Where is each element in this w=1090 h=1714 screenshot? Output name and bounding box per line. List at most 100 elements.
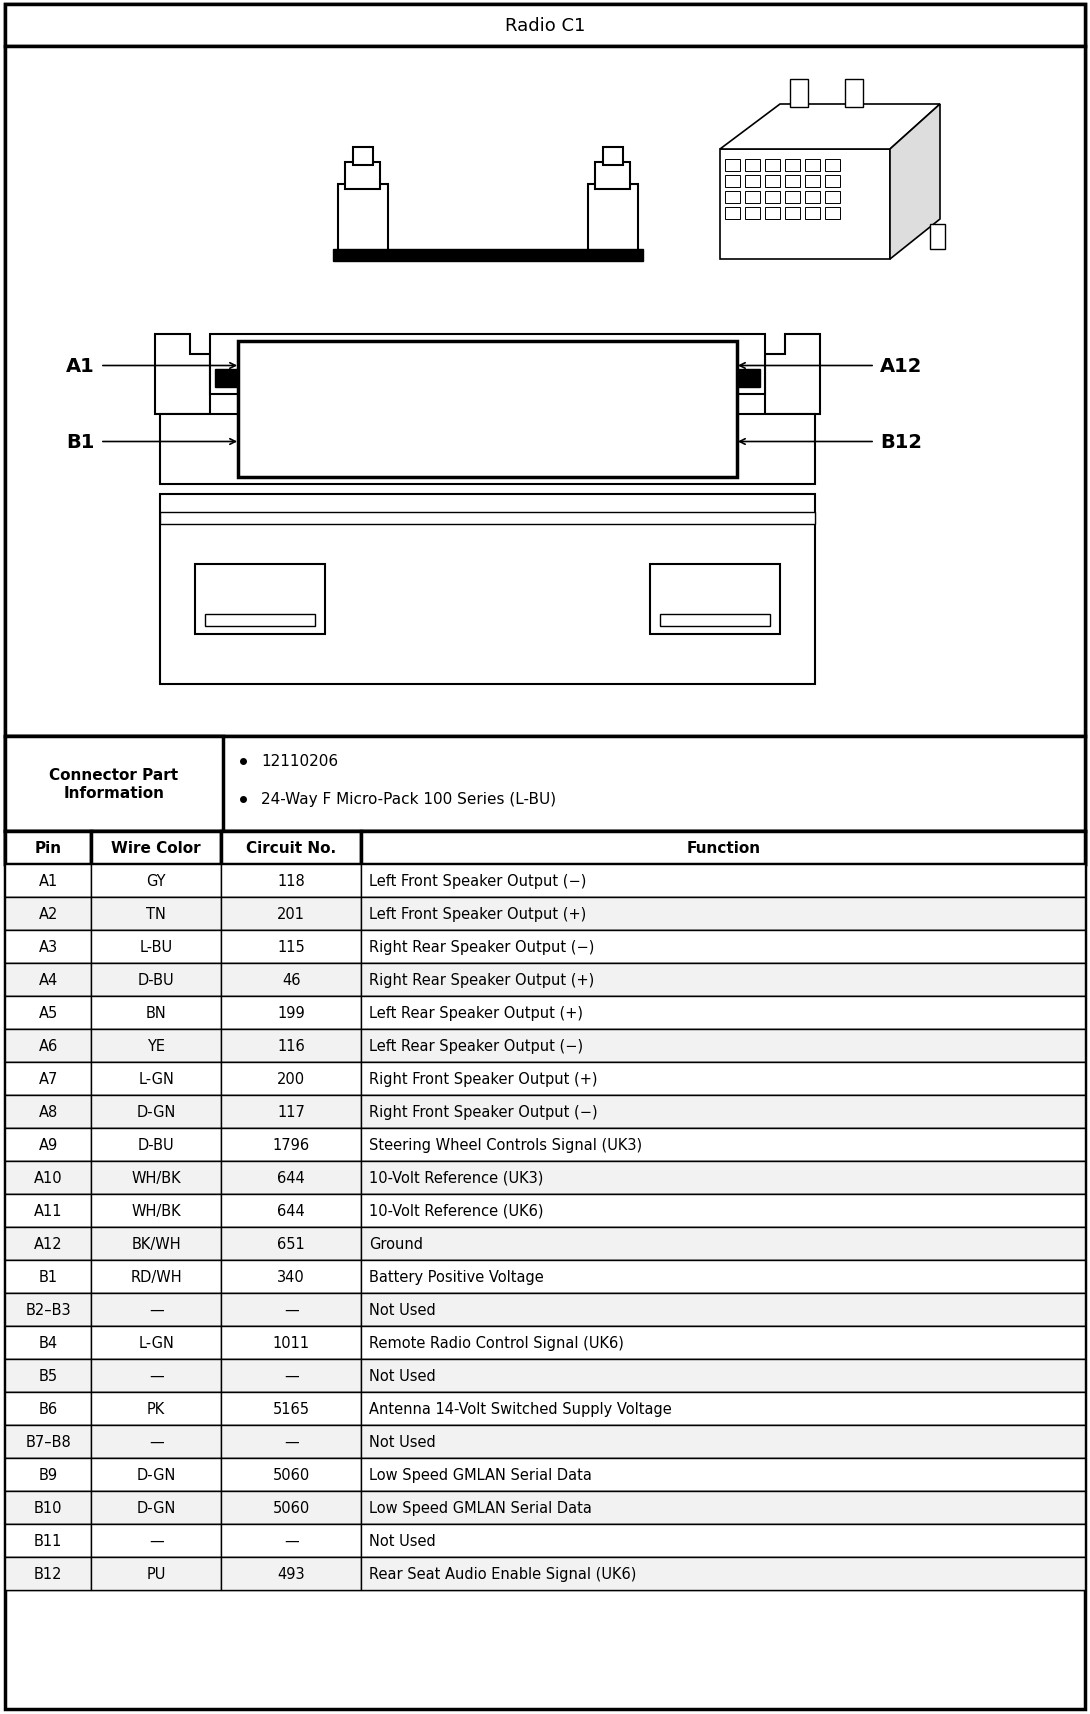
- Text: BK/WH: BK/WH: [132, 1236, 181, 1251]
- Text: —: —: [283, 1532, 299, 1548]
- Bar: [238, 341, 737, 478]
- Bar: [221, 1459, 362, 1491]
- Bar: [362, 1327, 1085, 1359]
- Bar: [221, 963, 362, 996]
- Bar: [5, 1260, 92, 1294]
- Bar: [5, 1195, 1085, 1227]
- Text: A8: A8: [38, 1104, 58, 1119]
- Text: YE: YE: [147, 1039, 166, 1054]
- Text: D-BU: D-BU: [138, 972, 174, 987]
- Bar: [5, 1327, 1085, 1359]
- Bar: [806, 192, 820, 204]
- Text: B1: B1: [38, 1270, 58, 1284]
- Bar: [5, 1392, 92, 1424]
- Bar: [5, 831, 92, 864]
- Text: D-GN: D-GN: [136, 1467, 175, 1483]
- Bar: [5, 1162, 92, 1195]
- Bar: [825, 192, 840, 204]
- Bar: [5, 1359, 92, 1392]
- Bar: [92, 864, 221, 898]
- Bar: [362, 1095, 1085, 1128]
- Text: A3: A3: [38, 939, 58, 955]
- Bar: [570, 350, 605, 405]
- Text: Ground: Ground: [370, 1236, 423, 1251]
- Bar: [5, 1359, 1085, 1392]
- Text: B7–B8: B7–B8: [25, 1435, 71, 1448]
- Bar: [362, 1491, 1085, 1524]
- Bar: [5, 1424, 92, 1459]
- Bar: [5, 5, 1085, 46]
- Bar: [806, 159, 820, 171]
- Bar: [362, 1294, 1085, 1327]
- Bar: [221, 931, 362, 963]
- Bar: [221, 1392, 362, 1424]
- Bar: [250, 415, 284, 470]
- Polygon shape: [891, 105, 940, 261]
- Bar: [92, 1227, 221, 1260]
- Bar: [5, 737, 223, 831]
- Bar: [610, 415, 645, 470]
- Bar: [92, 963, 221, 996]
- Text: 493: 493: [277, 1567, 305, 1580]
- Bar: [725, 177, 740, 189]
- Bar: [362, 931, 1085, 963]
- Bar: [725, 207, 740, 219]
- Text: 5060: 5060: [272, 1500, 310, 1515]
- Bar: [5, 831, 1085, 864]
- Bar: [205, 615, 315, 627]
- Bar: [5, 1459, 92, 1491]
- Bar: [5, 1195, 92, 1227]
- Bar: [370, 415, 405, 470]
- Bar: [825, 177, 840, 189]
- Bar: [332, 250, 642, 262]
- Bar: [588, 185, 638, 261]
- Bar: [5, 931, 92, 963]
- Bar: [92, 1359, 221, 1392]
- Bar: [221, 1491, 362, 1524]
- Text: —: —: [149, 1368, 164, 1383]
- Bar: [5, 1260, 1085, 1294]
- Bar: [221, 1424, 362, 1459]
- Text: —: —: [149, 1435, 164, 1448]
- Text: Function: Function: [686, 840, 760, 855]
- Bar: [92, 1128, 221, 1162]
- Text: Steering Wheel Controls Signal (UK3): Steering Wheel Controls Signal (UK3): [370, 1138, 642, 1152]
- Bar: [690, 415, 725, 470]
- Text: Antenna 14-Volt Switched Supply Voltage: Antenna 14-Volt Switched Supply Voltage: [370, 1400, 673, 1416]
- Text: A7: A7: [38, 1071, 58, 1087]
- Bar: [290, 350, 325, 405]
- Bar: [92, 1260, 221, 1294]
- Bar: [450, 415, 485, 470]
- Bar: [92, 1063, 221, 1095]
- Bar: [5, 931, 1085, 963]
- Bar: [221, 864, 362, 898]
- Bar: [362, 1556, 1085, 1591]
- Bar: [490, 415, 525, 470]
- Bar: [221, 1063, 362, 1095]
- Text: Not Used: Not Used: [370, 1303, 436, 1318]
- Polygon shape: [794, 70, 815, 87]
- Bar: [362, 1063, 1085, 1095]
- Bar: [765, 159, 780, 171]
- Text: 10-Volt Reference (UK6): 10-Volt Reference (UK6): [370, 1203, 544, 1219]
- Text: WH/BK: WH/BK: [132, 1203, 181, 1219]
- Bar: [5, 1030, 1085, 1063]
- Bar: [490, 350, 525, 405]
- Bar: [725, 192, 740, 204]
- Text: A1: A1: [38, 874, 58, 888]
- Bar: [195, 564, 325, 634]
- Bar: [5, 864, 92, 898]
- Text: A4: A4: [38, 972, 58, 987]
- Bar: [725, 159, 740, 171]
- Bar: [5, 737, 1085, 831]
- Bar: [5, 1556, 1085, 1591]
- Bar: [362, 1524, 1085, 1556]
- Polygon shape: [765, 334, 820, 415]
- Bar: [92, 931, 221, 963]
- Text: 340: 340: [277, 1270, 305, 1284]
- Text: Remote Radio Control Signal (UK6): Remote Radio Control Signal (UK6): [370, 1335, 625, 1351]
- Text: 644: 644: [277, 1203, 305, 1219]
- Text: Left Rear Speaker Output (+): Left Rear Speaker Output (+): [370, 1006, 583, 1020]
- Bar: [221, 1030, 362, 1063]
- Bar: [530, 415, 565, 470]
